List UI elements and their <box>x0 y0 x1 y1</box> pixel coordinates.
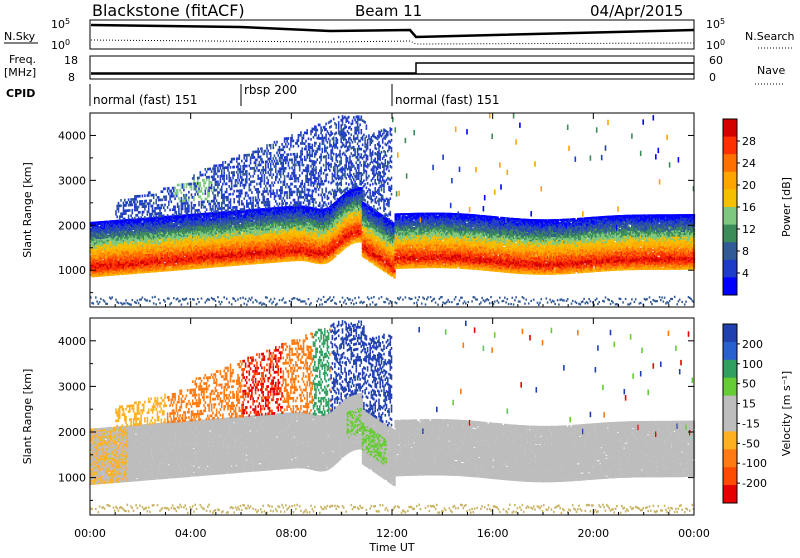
colorbar-tick-label: 8 <box>742 245 749 258</box>
freq-tick-top: 18 <box>64 54 78 67</box>
x-tick-label: 16:00 <box>477 527 509 540</box>
nsearch-label: N.Search <box>745 30 795 43</box>
nsky-label: N.Sky <box>4 30 36 43</box>
y-tick-label: 2000 <box>58 426 86 439</box>
y-tick-label: 1000 <box>58 264 86 277</box>
freq-tick-bottom: 8 <box>68 71 75 84</box>
colorbar-swatch <box>723 137 737 155</box>
cpid-segment-label: normal (fast) 151 <box>93 93 197 107</box>
colorbar-swatch <box>723 342 737 360</box>
colorbar-swatch <box>723 467 737 485</box>
cpid-segment-label: rbsp 200 <box>244 83 297 97</box>
colorbar-tick-label: -200 <box>742 477 767 490</box>
y-axis-label: Slant Range [km] <box>21 162 34 258</box>
y-tick-label: 4000 <box>58 129 86 142</box>
x-tick-label: 00:00 <box>74 527 106 540</box>
cpid-label: CPID <box>6 87 35 100</box>
colorbar-tick-label: 24 <box>742 157 756 170</box>
nsearch-tick-bottom: 100 <box>706 38 725 52</box>
cpid-panel: CPID normal (fast) 151 rbsp 200 normal (fa… <box>6 83 499 107</box>
colorbar-swatch <box>723 242 737 260</box>
colorbar-swatch <box>723 485 737 503</box>
y-tick-label: 4000 <box>58 335 86 348</box>
colorbar-tick-label: -50 <box>742 437 760 450</box>
velocity-panel: 1000 2000 3000 4000 Slant Range [km] 200 100 50… <box>21 318 793 515</box>
colorbar-swatch <box>723 277 737 295</box>
y-tick-label: 1000 <box>58 472 86 485</box>
colorbar-swatch <box>723 225 737 243</box>
station-title: Blackstone (fitACF) <box>92 1 245 20</box>
freq-label-line1: Freq. <box>9 53 36 66</box>
colorbar-swatch <box>723 431 737 449</box>
colorbar-swatch <box>723 189 737 207</box>
colorbar-swatch <box>723 324 737 342</box>
power-panel: 1000 2000 3000 4000 Slant Range [km] 28 24 20 16… <box>21 113 793 307</box>
colorbar-swatch <box>723 207 737 225</box>
x-tick-label: 20:00 <box>577 527 609 540</box>
cpid-segment-label: normal (fast) 151 <box>395 93 499 107</box>
date-title: 04/Apr/2015 <box>590 2 683 20</box>
colorbar-tick-label: -15 <box>742 417 760 430</box>
nave-tick-top: 60 <box>709 54 723 67</box>
colorbar-tick-label: 50 <box>742 378 756 391</box>
y-tick-label: 2000 <box>58 219 86 232</box>
colorbar-label: Power [dB] <box>780 177 793 237</box>
nsearch-tick-top: 105 <box>706 17 725 31</box>
colorbar-swatch <box>723 449 737 467</box>
x-tick-label: 08:00 <box>275 527 307 540</box>
nave-label: Nave <box>757 64 785 77</box>
x-tick-label: 04:00 <box>175 527 207 540</box>
nsky-tick-bottom: 100 <box>51 38 70 52</box>
colorbar-tick-label: -100 <box>742 457 767 470</box>
colorbar-swatch <box>723 378 737 396</box>
y-tick-label: 3000 <box>58 174 86 187</box>
nsky-panel: N.Sky 105 100 105 100 N.Search <box>4 17 795 52</box>
colorbar-swatch <box>723 414 737 432</box>
nsky-tick-top: 105 <box>51 17 70 31</box>
colorbar-swatch <box>723 360 737 378</box>
x-tick-label: 12:00 <box>376 527 408 540</box>
x-axis-label: Time UT <box>368 541 414 554</box>
x-tick-label: 00:00 <box>678 527 710 540</box>
freq-label-line2: [MHz] <box>4 66 36 79</box>
colorbar-swatch <box>723 154 737 172</box>
colorbar-swatch <box>723 119 737 137</box>
colorbar-swatch <box>723 260 737 278</box>
colorbar-tick-label: 12 <box>742 223 756 236</box>
colorbar-tick-label: 16 <box>742 201 756 214</box>
colorbar-tick-label: 4 <box>742 267 749 280</box>
colorbar-tick-label: 200 <box>742 338 763 351</box>
colorbar-tick-label: 28 <box>742 135 756 148</box>
y-tick-label: 3000 <box>58 380 86 393</box>
colorbar-tick-label: 15 <box>742 398 756 411</box>
nave-tick-bottom: 0 <box>709 71 716 84</box>
colorbar-swatch <box>723 396 737 414</box>
freq-panel: Freq. [MHz] 18 8 60 0 Nave <box>4 53 785 84</box>
colorbar-tick-label: 20 <box>742 179 756 192</box>
colorbar-tick-label: 100 <box>742 358 763 371</box>
colorbar-swatch <box>723 172 737 190</box>
beam-title: Beam 11 <box>355 2 422 20</box>
colorbar-label: Velocity [m s⁻¹] <box>780 371 793 456</box>
y-axis-label: Slant Range [km] <box>21 369 34 465</box>
